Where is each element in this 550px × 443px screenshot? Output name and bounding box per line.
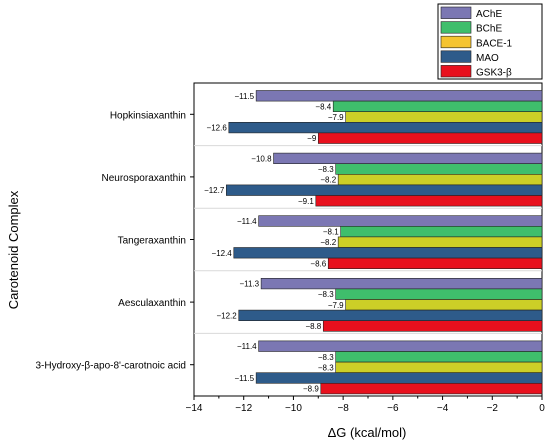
- bar: [335, 361, 543, 374]
- bar: [337, 174, 543, 186]
- data-label: −7.9: [328, 113, 344, 122]
- data-label: −8.3: [318, 165, 334, 174]
- bar: [335, 351, 543, 363]
- bar: [332, 100, 543, 112]
- bar: [322, 320, 543, 332]
- y-tick-label: Aesculaxanthin: [118, 298, 186, 309]
- legend-swatch: [440, 35, 472, 49]
- bar: [345, 299, 543, 311]
- data-label: −8.3: [318, 353, 334, 362]
- bar: [255, 90, 543, 102]
- bar: [337, 236, 543, 248]
- x-axis-title: ΔG (kcal/mol): [328, 425, 407, 440]
- data-label: −9.1: [298, 197, 314, 206]
- legend-label: MAO: [476, 53, 499, 64]
- data-label: −8.3: [318, 363, 334, 372]
- data-label: −12.2: [216, 311, 237, 320]
- data-label: −8.9: [303, 385, 319, 394]
- legend: AChE BChE BACE-1 MAO GSK3-β: [437, 3, 543, 80]
- bar: [255, 372, 543, 384]
- legend-label: GSK3-β: [476, 68, 512, 79]
- x-tick-label: 0: [539, 403, 545, 414]
- x-tick-label: −14: [186, 403, 203, 414]
- bar: [258, 340, 543, 352]
- data-label: −10.8: [251, 154, 272, 163]
- data-label: −11.5: [234, 374, 254, 383]
- bar: [238, 309, 543, 322]
- data-label: −9: [307, 134, 317, 143]
- bar: [335, 288, 543, 300]
- x-tick-label: −2: [487, 403, 499, 414]
- x-tick-label: −10: [285, 403, 302, 414]
- legend-label: BChE: [476, 24, 502, 35]
- y-tick-label: Neurosporaxanthin: [102, 173, 187, 184]
- x-tick-label: −12: [235, 403, 252, 414]
- data-label: −11.3: [239, 280, 259, 289]
- y-tick-label: Hopkinsiaxanthin: [110, 110, 186, 121]
- bar: [260, 277, 543, 290]
- data-label: −11.5: [234, 92, 254, 101]
- bar: [228, 122, 543, 134]
- bar: [258, 215, 543, 227]
- legend-swatch: [440, 50, 472, 63]
- bar: [327, 257, 543, 270]
- y-tick-label: 3-Hydroxy-β-apo-8'-carotnoic acid: [36, 361, 187, 372]
- bar: [273, 152, 543, 165]
- legend-swatch: [440, 21, 472, 34]
- bar: [340, 226, 543, 238]
- data-label: −12.6: [207, 124, 228, 133]
- bar: [226, 184, 543, 196]
- data-label: −12.7: [204, 186, 225, 195]
- data-label: −7.9: [328, 301, 344, 310]
- data-label: −8.6: [310, 259, 326, 268]
- x-tick-label: −6: [387, 403, 399, 414]
- data-label: −8.8: [305, 322, 321, 331]
- data-label: −8.4: [315, 102, 331, 111]
- y-tick-label: Tangeraxanthin: [118, 236, 186, 247]
- x-tick-label: −8: [337, 403, 349, 414]
- bar: [335, 163, 543, 175]
- x-tick-label: −4: [437, 403, 449, 414]
- bar: [233, 247, 543, 259]
- bar: [320, 382, 543, 395]
- y-axis-title: Carotenoid Complex: [6, 190, 21, 309]
- data-label: −11.4: [237, 342, 257, 351]
- plot-area: −11.5 −8.4 −7.9 −12.6 −9 Hopkinsiaxanthin −10.…: [36, 82, 545, 414]
- bar: [317, 132, 543, 144]
- legend-label: AChE: [476, 9, 502, 20]
- data-label: −8.3: [318, 290, 334, 299]
- legend-swatch: [440, 65, 472, 78]
- data-label: −8.2: [320, 176, 336, 185]
- legend-swatch: [440, 6, 472, 19]
- bar: [315, 195, 543, 207]
- data-label: −8.1: [323, 228, 339, 237]
- legend-label: BACE-1: [476, 38, 513, 49]
- data-label: −12.4: [212, 249, 233, 258]
- bar: [345, 111, 543, 123]
- data-label: −8.2: [320, 238, 336, 247]
- data-label: −11.4: [237, 217, 257, 226]
